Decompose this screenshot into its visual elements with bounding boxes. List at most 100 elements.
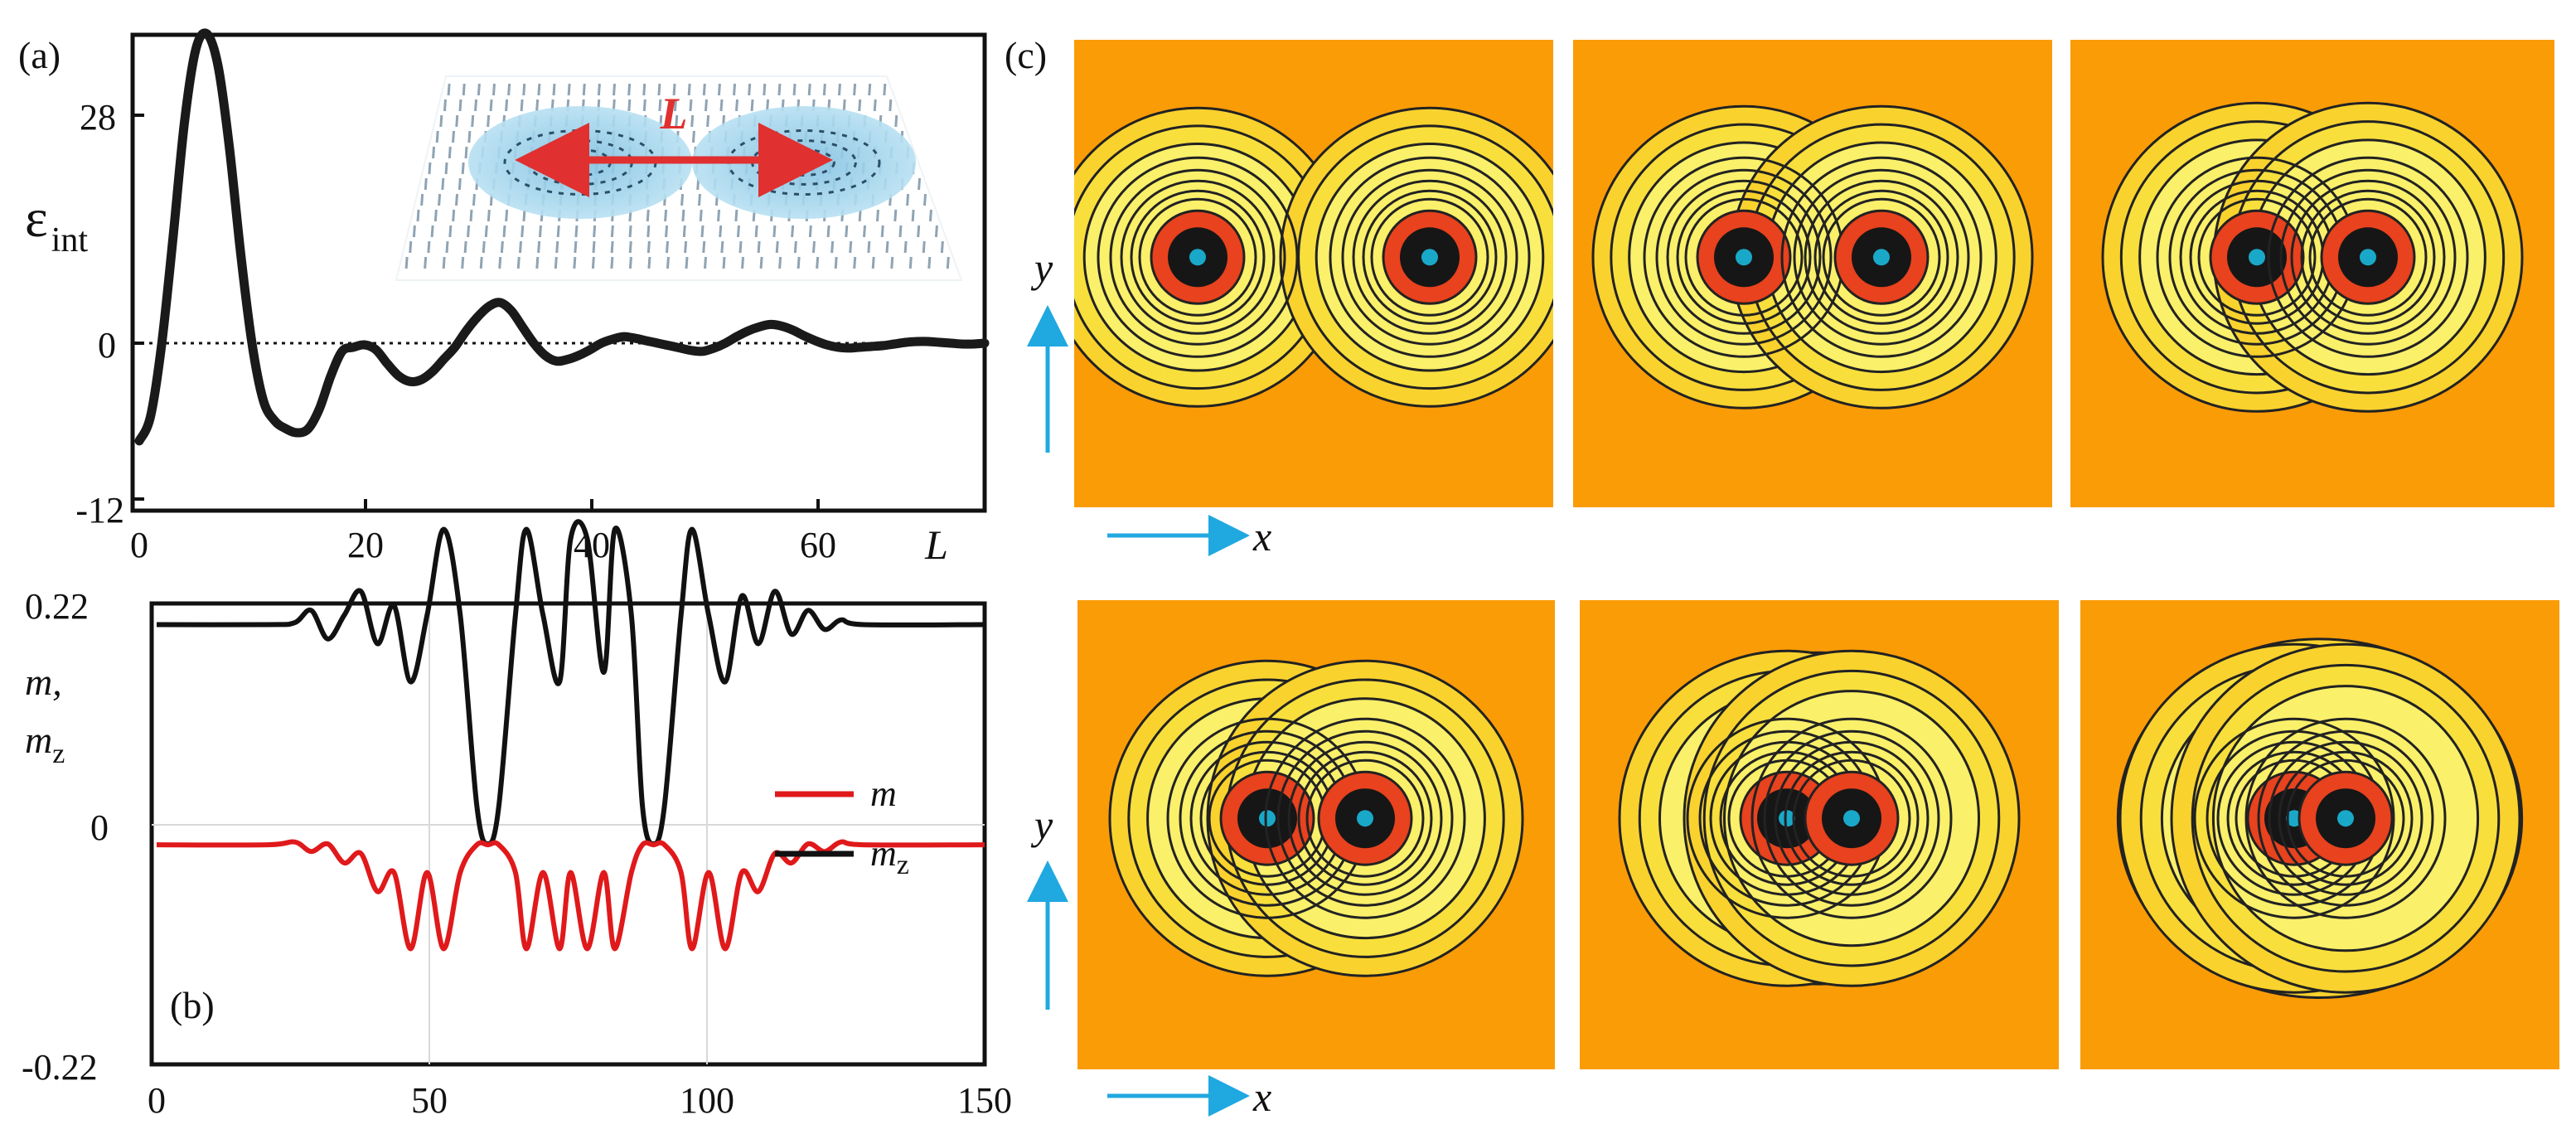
spin-arrow [793, 240, 797, 254]
contour-line [1297, 750, 1433, 886]
spin-arrow [858, 99, 862, 112]
spin-arrow [435, 130, 439, 143]
contour-line [2268, 740, 2423, 896]
spin-arrow [757, 240, 761, 254]
spin-arrow [697, 193, 701, 206]
contour-line [1264, 717, 1466, 919]
panel-b-ylabel-m: m, [25, 661, 62, 703]
skyrmion-center [1421, 249, 1438, 266]
spin-arrow [690, 114, 695, 128]
panel-c-axes-bottom: y x [1027, 802, 1271, 1120]
skyrmion-center [1843, 810, 1860, 827]
skyrmion-center [1736, 249, 1752, 266]
spin-arrow [593, 225, 597, 238]
contour-line [2279, 168, 2457, 346]
spin-arrow [883, 83, 887, 96]
panel-b-curve-m [156, 839, 985, 952]
heatmap-panel-3 [2070, 40, 2554, 507]
spin-arrow [445, 240, 449, 254]
panel-a-xticks: 0 20 40 60 L [130, 499, 948, 568]
spin-arrow [754, 225, 758, 238]
spin-arrow [592, 240, 596, 254]
spin-arrow [537, 240, 541, 254]
contour-line [1329, 156, 1531, 358]
spin-arrow [672, 83, 676, 96]
heatmap-panel-4 [1077, 600, 1555, 1069]
spin-arrow [830, 240, 835, 254]
spin-arrow [826, 225, 830, 238]
contour-line [1822, 197, 1941, 317]
spin-arrow [719, 99, 724, 112]
panel-b-xtick-150: 150 [957, 1080, 1012, 1121]
contour-line [1666, 179, 1822, 335]
spin-arrow [873, 99, 877, 112]
spin-arrow [442, 256, 446, 269]
contour-line [1305, 758, 1425, 878]
spin-arrow [797, 256, 801, 269]
spin-arrow [811, 240, 816, 254]
spin-arrow [487, 114, 491, 128]
contour-line [1684, 197, 1804, 317]
spin-arrow [702, 83, 706, 96]
spin-arrow [505, 99, 509, 112]
contour-line [1370, 197, 1489, 317]
spin-arrow [522, 209, 526, 222]
spin-arrow [734, 209, 738, 222]
spin-arrow [808, 225, 812, 238]
spin-arrow [447, 83, 451, 96]
spin-arrow [849, 240, 853, 254]
spin-arrow [487, 209, 491, 222]
spin-arrow [463, 240, 467, 254]
heatmap-panel-2 [1573, 40, 2052, 507]
skyrmion-center [2360, 249, 2376, 266]
spin-arrow [934, 225, 938, 238]
skyrmion-center [1779, 810, 1795, 827]
skyrmion-center [2337, 810, 2354, 827]
spin-arrow [646, 240, 651, 254]
spin-arrow [759, 256, 763, 269]
spin-arrow [666, 256, 670, 269]
spin-arrow [416, 209, 420, 222]
spin-arrow [700, 225, 705, 238]
spin-arrow [522, 83, 526, 96]
panel-a-xtick-20: 20 [347, 525, 384, 565]
contour-line [1655, 168, 1833, 346]
contour-line [1813, 189, 1949, 325]
spin-arrow [666, 240, 669, 254]
spin-arrow [687, 83, 691, 96]
spin-arrow [482, 240, 486, 254]
spin-arrow [472, 193, 476, 206]
spin-arrow [461, 162, 465, 175]
spin-arrow [474, 99, 478, 112]
contour-line [1130, 189, 1266, 325]
spin-arrow [409, 240, 413, 254]
spin-arrow [642, 83, 646, 96]
spin-arrow [556, 225, 560, 238]
spin-arrow [890, 256, 894, 269]
spin-arrow [646, 209, 650, 222]
spin-arrow [748, 83, 752, 96]
spin-arrow [720, 240, 724, 254]
spin-arrow [537, 83, 541, 96]
spin-arrow [699, 209, 703, 222]
spin-arrow [469, 209, 473, 222]
spin-arrow [894, 114, 898, 128]
panel-b-legend: m mz [775, 773, 909, 880]
spin-arrow [777, 83, 782, 96]
spin-arrow [484, 225, 488, 238]
panel-b-ytick-022: 0.22 [25, 586, 89, 627]
spin-arrow [898, 225, 903, 238]
x-label-bottom: x [1252, 1073, 1271, 1120]
spin-arrow [684, 240, 688, 254]
spin-arrow [471, 114, 475, 128]
spin-arrow [834, 256, 838, 269]
spin-arrow [627, 83, 632, 96]
skyrmion-center [2249, 249, 2265, 266]
spin-arrow [597, 83, 601, 96]
spin-arrow [520, 99, 524, 112]
panel-b-xtick-50: 50 [411, 1080, 448, 1121]
spin-arrow [477, 83, 481, 96]
spin-arrow [420, 193, 424, 206]
spin-arrow [444, 162, 448, 175]
spin-arrow [467, 130, 472, 143]
